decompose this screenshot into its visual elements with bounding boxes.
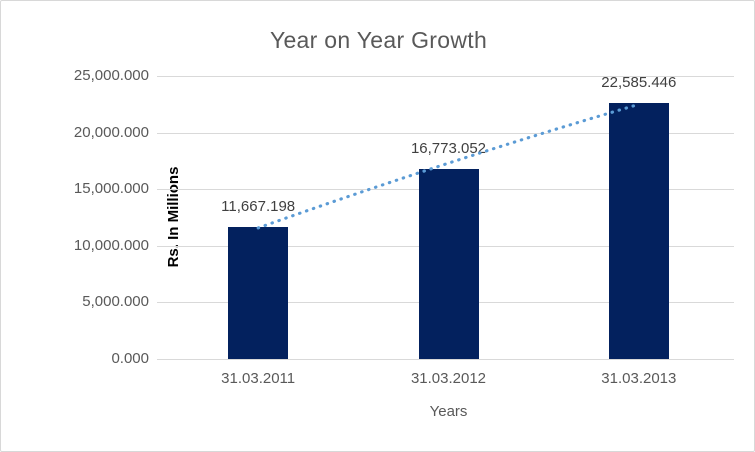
y-tick-mark (157, 359, 163, 360)
gridline (163, 76, 734, 77)
y-tick-label: 20,000.000 (73, 124, 149, 141)
y-axis-title: Rs. In Millions (165, 166, 182, 268)
bar (228, 226, 289, 359)
y-tick-label: 0.000 (111, 350, 149, 367)
y-tick-label: 10,000.000 (73, 237, 149, 254)
y-tick-mark (157, 133, 163, 134)
y-tick-mark (157, 76, 163, 77)
y-tick-mark (157, 302, 163, 303)
gridline (163, 359, 734, 360)
bar (608, 103, 669, 359)
bar-data-label: 11,667.198 (221, 197, 296, 215)
x-axis-title: Years (429, 403, 468, 420)
bar-data-label: 16,773.052 (410, 140, 487, 158)
y-tick-label: 15,000.000 (73, 180, 149, 197)
y-tick-mark (157, 246, 163, 247)
x-tick-label: 31.03.2011 (221, 370, 296, 387)
x-tick-label: 31.03.2012 (410, 370, 487, 387)
x-tick-label: 31.03.2013 (601, 370, 677, 387)
chart-title: Year on Year Growth (269, 27, 488, 53)
bar-data-label: 22,585.446 (601, 74, 677, 92)
y-tick-label: 25,000.000 (73, 67, 149, 84)
bar (418, 169, 479, 359)
y-tick-mark (157, 189, 163, 190)
y-tick-label: 5,000.000 (82, 293, 149, 310)
